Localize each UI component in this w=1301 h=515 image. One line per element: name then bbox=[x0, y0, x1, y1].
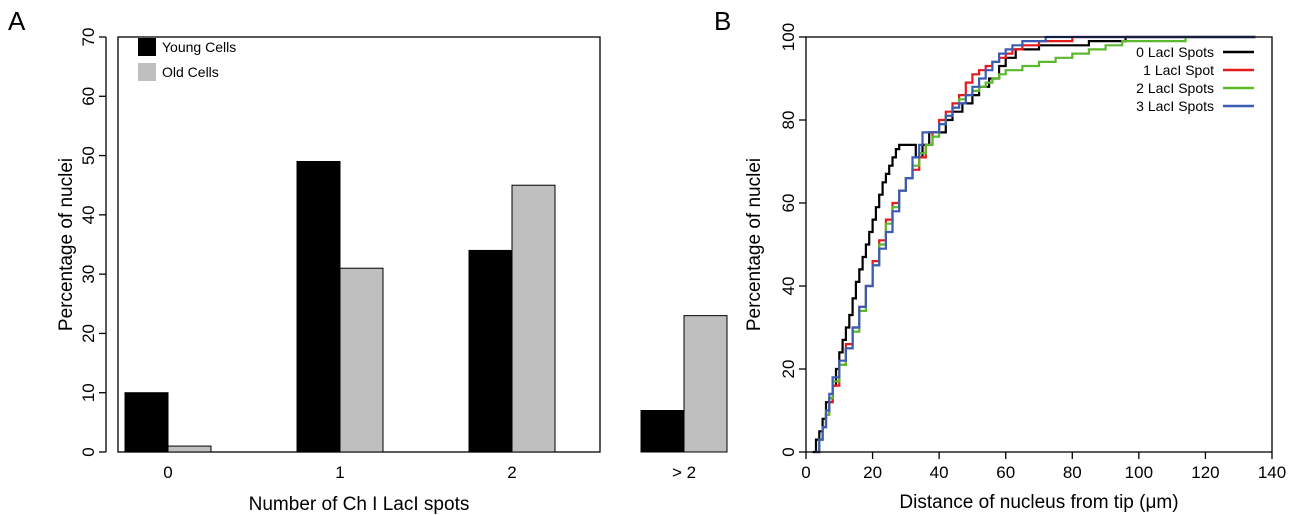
y-axis-label: Percentage of nuclei bbox=[744, 158, 765, 331]
legend-label: 3 LacI Spots bbox=[1136, 98, 1214, 114]
y-tick-label: 0 bbox=[779, 447, 798, 456]
x-tick-label: 40 bbox=[930, 463, 949, 482]
y-tick-label: 80 bbox=[779, 111, 798, 130]
legend-label: Old Cells bbox=[162, 64, 219, 80]
y-tick-label: 40 bbox=[779, 277, 798, 296]
y-tick-label: 70 bbox=[79, 28, 98, 47]
y-axis-label: Percentage of nuclei bbox=[56, 158, 77, 331]
y-tick-label: 60 bbox=[79, 87, 98, 106]
y-tick-label: 40 bbox=[79, 205, 98, 224]
bar-old bbox=[339, 267, 384, 453]
y-tick-label: 50 bbox=[79, 146, 98, 165]
y-tick-label: 10 bbox=[79, 383, 98, 402]
x-tick-label: 0 bbox=[163, 463, 172, 482]
x-tick-label: 2 bbox=[507, 463, 516, 482]
panel-a-letter: A bbox=[8, 6, 26, 36]
chart-a-bar-chart: 0 10 20 30 40 50 60 70 0 1 2 > 2 Number of Ch I LacI… bbox=[56, 28, 728, 515]
x-tick-label: 80 bbox=[1063, 463, 1082, 482]
bar-young bbox=[124, 392, 169, 453]
y-tick-label: 60 bbox=[779, 194, 798, 213]
x-tick-label: 1 bbox=[335, 463, 344, 482]
bar-young bbox=[640, 410, 685, 453]
y-tick-label: 30 bbox=[79, 265, 98, 284]
plot-frame bbox=[805, 36, 1273, 453]
x-tick-label: > 2 bbox=[672, 463, 696, 482]
x-axis-label: Number of Ch I LacI spots bbox=[249, 494, 470, 515]
y-tick-label: 0 bbox=[79, 447, 98, 456]
x-tick-label: 140 bbox=[1258, 463, 1286, 482]
legend-swatch bbox=[138, 38, 156, 56]
x-tick-label: 20 bbox=[863, 463, 882, 482]
series-line-3 bbox=[816, 35, 1256, 454]
x-tick-label: 60 bbox=[996, 463, 1015, 482]
x-tick-label: 120 bbox=[1191, 463, 1219, 482]
chart-b-cumulative-line-chart: 0 20 40 60 80 100 0 20 40 60 80 100 120 140 Distance o… bbox=[744, 23, 1286, 513]
legend-label: 2 LacI Spots bbox=[1136, 80, 1214, 96]
legend-label: 1 LacI Spot bbox=[1143, 62, 1214, 78]
panel-b-letter: B bbox=[714, 6, 731, 36]
legend-label: 0 LacI Spots bbox=[1136, 44, 1214, 60]
y-tick-label: 100 bbox=[779, 23, 798, 51]
x-tick-label: 100 bbox=[1125, 463, 1153, 482]
legend-swatch bbox=[138, 63, 156, 81]
y-tick-label: 20 bbox=[779, 360, 798, 379]
bar-young bbox=[296, 161, 341, 453]
bar-old bbox=[683, 315, 728, 453]
x-tick-label: 0 bbox=[801, 463, 810, 482]
y-tick-label: 20 bbox=[79, 324, 98, 343]
bar-old bbox=[167, 445, 212, 453]
bar-old bbox=[511, 184, 556, 453]
bar-young bbox=[468, 249, 513, 453]
legend-label: Young Cells bbox=[162, 39, 236, 55]
x-axis-label: Distance of nucleus from tip (μm) bbox=[899, 492, 1178, 513]
